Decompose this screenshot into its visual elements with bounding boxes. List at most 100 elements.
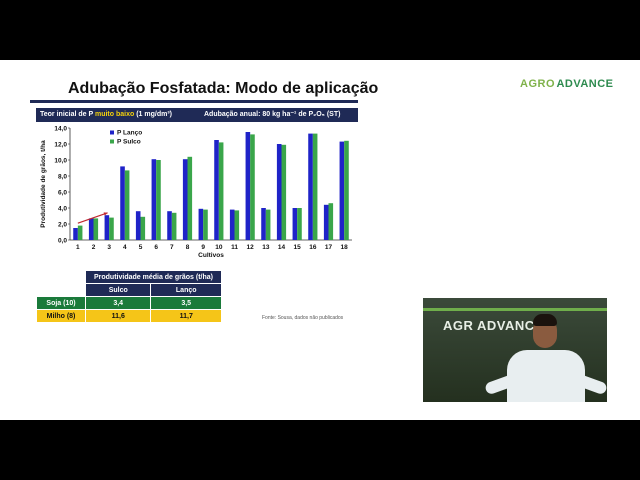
bar-sulco <box>297 208 302 240</box>
bar-lanco <box>135 211 141 240</box>
bar-sulco <box>140 216 146 240</box>
x-tick-label: 14 <box>278 244 286 251</box>
bar-lanco <box>104 215 110 240</box>
logo-o-icon: O <box>545 78 556 90</box>
y-tick-label: 8,0 <box>58 174 67 181</box>
table-corner-2 <box>36 283 86 297</box>
y-tick-label: 0,0 <box>58 238 67 245</box>
y-tick-label: 14,0 <box>54 126 67 133</box>
x-tick-label: 15 <box>294 244 302 251</box>
bar-lanco <box>292 208 298 240</box>
table-cell-soja-lanco: 3,5 <box>150 296 222 310</box>
bar-sulco <box>250 134 255 240</box>
bar-lanco <box>151 159 157 240</box>
header-left-prefix: Teor inicial de P <box>40 111 95 118</box>
bar-lanco <box>276 144 282 240</box>
x-tick-label: 11 <box>231 244 238 251</box>
presenter-hair <box>533 314 557 326</box>
x-tick-label: 16 <box>309 244 317 251</box>
bar-sulco <box>265 209 271 240</box>
x-tick-label: 5 <box>139 244 143 251</box>
webcam-sign: AGR ADVANC <box>443 318 535 333</box>
bar-sulco <box>187 156 193 240</box>
table-col-sulco: Sulco <box>84 283 152 297</box>
webcam-light-bar <box>423 308 607 311</box>
bar-sulco <box>124 170 130 240</box>
legend-label: P Sulco <box>117 139 141 146</box>
agroadvance-logo: AGRO ADVANCE <box>520 78 614 90</box>
header-left-suffix: (1 mg/dm³) <box>134 111 172 118</box>
bar-sulco <box>156 160 161 240</box>
bar-sulco <box>203 209 208 240</box>
bar-sulco <box>171 212 177 240</box>
bar-sulco <box>218 142 224 240</box>
bar-sulco <box>312 133 318 240</box>
trend-arrow-head <box>103 212 108 216</box>
header-right: Adubação anual: 80 kg ha⁻¹ de P₂O₅ (ST) <box>204 111 341 118</box>
table-cell-milho-sulco: 11,6 <box>84 309 152 323</box>
header-left-highlight: muito baixo <box>94 111 135 118</box>
table-row-label-milho: Milho (8) <box>36 309 86 323</box>
bar-lanco <box>245 132 251 240</box>
bar-lanco <box>73 228 78 240</box>
table-row-label-soja: Soja (10) <box>36 296 86 310</box>
bar-lanco <box>261 208 266 240</box>
x-tick-label: 18 <box>341 244 349 251</box>
webcam-video: AGR ADVANC <box>423 298 607 402</box>
x-tick-label: 9 <box>201 244 205 251</box>
x-tick-label: 10 <box>215 244 223 251</box>
bar-lanco <box>120 166 125 240</box>
bar-sulco <box>93 218 99 240</box>
bar-lanco <box>339 141 345 240</box>
x-tick-label: 4 <box>123 244 127 251</box>
chart-header-strip: Teor inicial de P muito baixo (1 mg/dm³)… <box>36 108 358 122</box>
x-axis-label: Cultivos <box>198 252 224 259</box>
y-tick-label: 12,0 <box>54 142 67 149</box>
logo-part2: ADVANCE <box>556 78 614 90</box>
logo-part1: AGR <box>520 78 546 90</box>
title-underline <box>30 100 358 103</box>
table-cell-milho-lanco: 11,7 <box>150 309 222 323</box>
bar-sulco <box>281 144 287 240</box>
slide: Adubação Fosfatada: Modo de aplicação AG… <box>0 60 640 420</box>
source-note: Fonte: Sousa, dados não publicados <box>262 315 344 321</box>
bar-lanco <box>214 140 219 240</box>
x-tick-label: 2 <box>92 244 96 251</box>
x-tick-label: 13 <box>262 244 270 251</box>
bar-sulco <box>234 210 240 240</box>
legend-swatch <box>110 139 114 144</box>
bar-lanco <box>308 133 313 240</box>
slide-title: Adubação Fosfatada: Modo de aplicação <box>68 80 379 97</box>
presenter-body <box>507 350 585 402</box>
table-col-lanco: Lanço <box>150 283 222 297</box>
y-tick-label: 10,0 <box>54 158 67 165</box>
summary-table: Produtividade média de grãos (t/ha) Sulc… <box>36 270 222 323</box>
trend-arrow-line <box>77 212 108 224</box>
y-tick-label: 4,0 <box>58 206 67 213</box>
y-axis-label: Produtividade de grãos, t/ha <box>40 140 47 228</box>
legend-label: P Lanço <box>117 130 142 137</box>
bar-lanco <box>198 208 204 240</box>
bar-sulco <box>77 225 83 240</box>
x-tick-label: 6 <box>154 244 158 251</box>
x-tick-label: 8 <box>186 244 190 251</box>
x-tick-label: 12 <box>247 244 255 251</box>
table-cell-soja-sulco: 3,4 <box>84 296 152 310</box>
x-tick-label: 7 <box>170 244 174 251</box>
bar-lanco <box>323 204 329 240</box>
bar-lanco <box>167 211 172 240</box>
table-title: Produtividade média de grãos (t/ha) <box>85 270 222 284</box>
table-corner <box>36 270 86 284</box>
x-tick-label: 3 <box>107 244 111 251</box>
bar-lanco <box>229 209 235 240</box>
bar-sulco <box>328 203 334 240</box>
header-left: Teor inicial de P muito baixo (1 mg/dm³) <box>40 108 172 122</box>
legend-swatch <box>110 130 114 135</box>
bar-chart: 0,02,04,06,08,010,012,014,01 2 3 4 5 6 7 8 9 10 11… <box>40 126 352 259</box>
bar-sulco <box>344 140 349 240</box>
bar-lanco <box>182 159 188 240</box>
x-tick-label: 1 <box>76 244 80 251</box>
x-tick-label: 17 <box>325 244 333 251</box>
bar-sulco <box>109 217 114 240</box>
y-tick-label: 2,0 <box>58 222 67 229</box>
